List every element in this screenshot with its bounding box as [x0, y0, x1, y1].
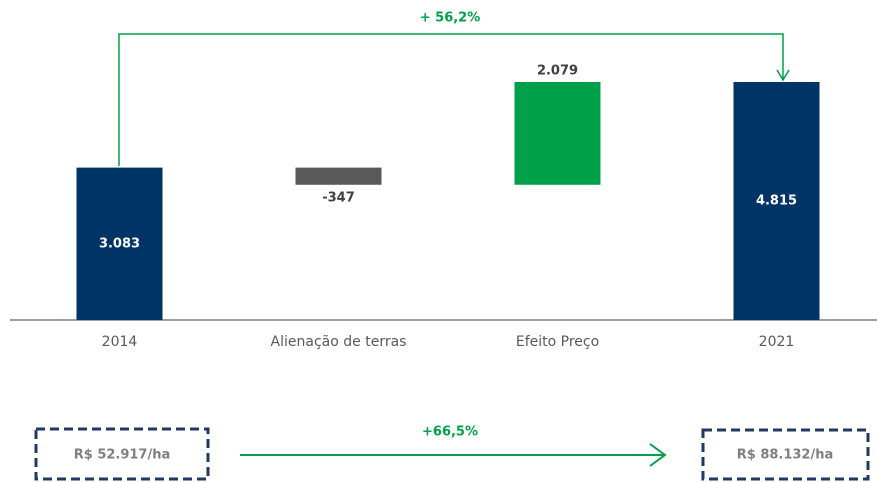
bar: [733, 82, 820, 320]
to-value: R$ 88.132/ha: [737, 448, 834, 463]
bar: [76, 167, 163, 320]
bar: [295, 167, 382, 185]
arrowhead: [776, 69, 790, 82]
growth-label: + 56,2%: [420, 11, 481, 26]
from-value: R$ 52.917/ha: [74, 448, 171, 463]
value-label: -347: [322, 190, 355, 205]
x-tick-label: 2021: [759, 334, 795, 350]
value-label: 2.079: [537, 64, 578, 79]
from-box: [34, 427, 210, 481]
arrowhead: [649, 443, 667, 467]
bar: [514, 82, 601, 185]
value-label: 4.815: [756, 194, 797, 209]
to-box: [701, 428, 870, 481]
growth-connector: [118, 33, 784, 166]
change-label: +66,5%: [422, 425, 478, 440]
x-tick-label: 2014: [102, 334, 138, 350]
value-label: 3.083: [99, 236, 140, 251]
x-tick-label: Alienação de terras: [271, 334, 407, 350]
x-tick-label: Efeito Preço: [516, 334, 599, 350]
